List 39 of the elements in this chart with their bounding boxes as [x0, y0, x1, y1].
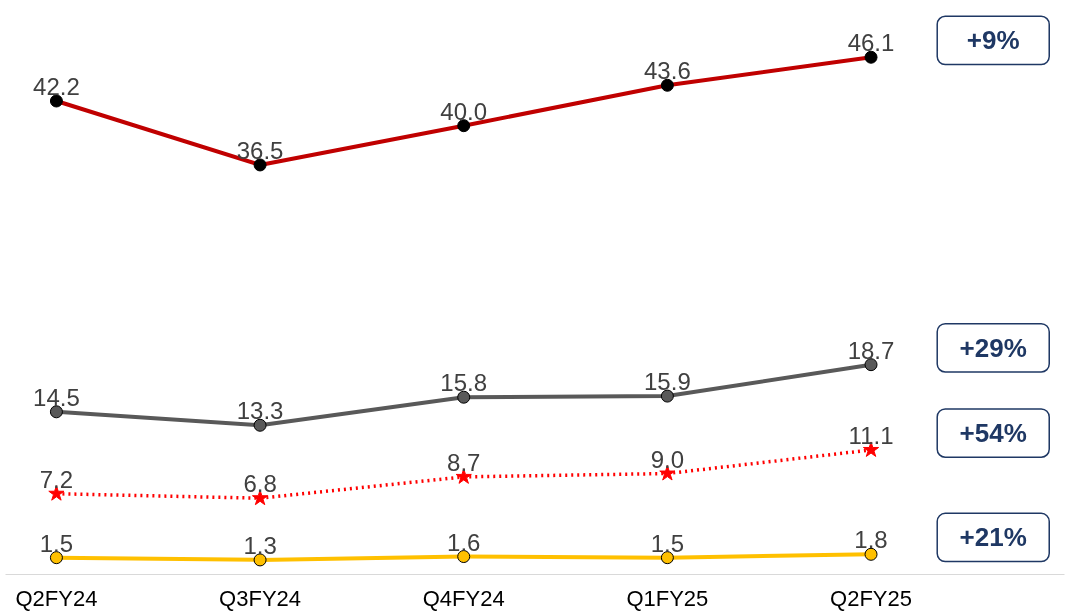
x-tick-label: Q1FY25 [626, 585, 709, 611]
data-label: 18.7 [847, 336, 895, 364]
x-tick-label: Q3FY24 [219, 585, 302, 611]
point [253, 553, 267, 567]
data-label: 15.8 [440, 369, 488, 397]
data-label: 42.2 [33, 72, 80, 100]
annotation: +29% [959, 332, 1027, 363]
point [864, 358, 878, 372]
point [660, 389, 674, 403]
x-tick-label: Q2FY24 [15, 585, 98, 611]
data-label: 36.5 [236, 136, 284, 164]
data-label: 15.9 [644, 368, 691, 396]
data-label: 1.8 [854, 526, 888, 554]
data-label: 8.7 [447, 448, 481, 476]
point [49, 405, 63, 419]
data-label: 6.8 [243, 470, 277, 498]
data-label: 1.5 [39, 529, 74, 557]
data-label: 13.3 [236, 397, 284, 425]
point [864, 547, 878, 561]
point [457, 550, 471, 564]
data-label: 1.3 [243, 531, 277, 559]
data-label: 43.6 [644, 57, 691, 85]
annotation: +54% [959, 418, 1027, 449]
point [457, 390, 471, 404]
data-label: 46.1 [847, 29, 895, 57]
x-tick-label: Q4FY24 [422, 585, 505, 611]
data-label: 9.0 [650, 445, 685, 473]
data-label: 1.5 [650, 529, 685, 557]
point [253, 418, 267, 432]
data-label: 1.6 [447, 528, 481, 556]
x-tick-label: Q2FY25 [830, 585, 912, 611]
data-label: 14.5 [33, 383, 80, 411]
point [660, 551, 674, 565]
annotation: +21% [959, 522, 1027, 553]
data-label: 11.1 [848, 421, 894, 449]
point [49, 551, 63, 565]
data-label: 40.0 [440, 97, 488, 125]
data-label: 7.2 [39, 465, 74, 493]
text: +9% [966, 25, 1020, 56]
